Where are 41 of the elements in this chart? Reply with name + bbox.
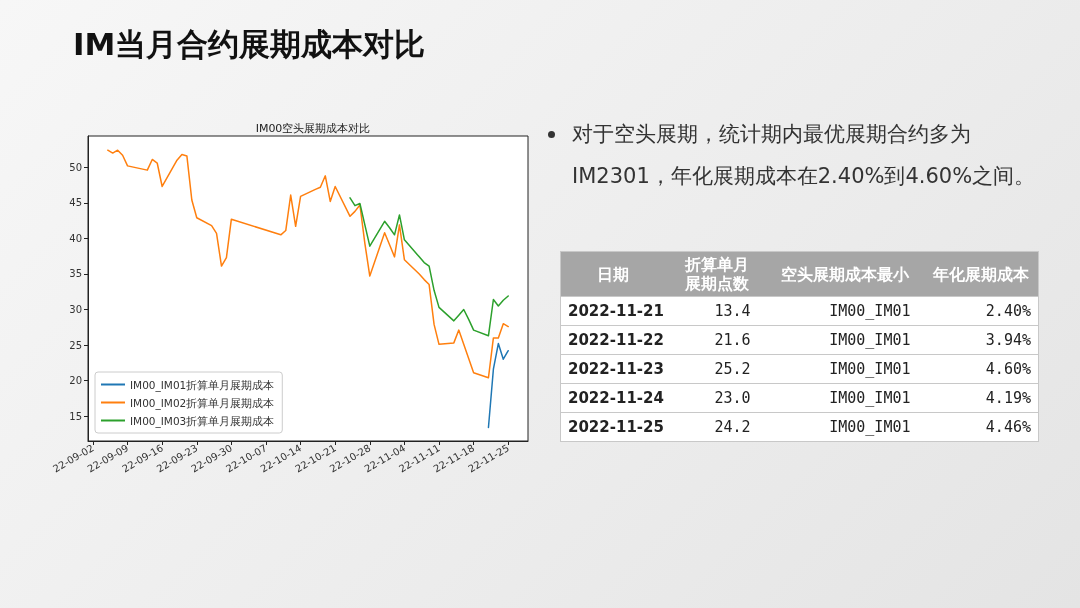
text: 21.6 bbox=[714, 331, 751, 349]
y-tick-label: 30 bbox=[69, 303, 82, 315]
y-tick-label: 15 bbox=[69, 410, 82, 422]
text: 4.46% bbox=[985, 418, 1031, 436]
text: 2022-11-23 bbox=[568, 360, 664, 378]
text: 对于空头展期，统计期内最优展期合约多为IM2301，年化展期成本在2.40%到4.60%之间。 bbox=[572, 121, 1037, 190]
text: 2022-11-21 bbox=[568, 302, 664, 320]
y-tick-label: 25 bbox=[69, 339, 82, 351]
text: IM00_IM01 bbox=[829, 389, 911, 407]
y-tick-label: 35 bbox=[69, 268, 82, 280]
legend-label: IM00_IM03折算单月展期成本 bbox=[130, 414, 275, 428]
y-tick-label: 50 bbox=[69, 161, 82, 173]
text: 2022-11-25 bbox=[568, 418, 664, 436]
line-series bbox=[487, 342, 509, 429]
text: IM00_IM01 bbox=[829, 418, 911, 436]
line-series bbox=[107, 149, 509, 379]
text: 2.40% bbox=[985, 302, 1031, 320]
y-tick-label: 40 bbox=[69, 232, 82, 244]
text: 3.94% bbox=[985, 331, 1031, 349]
text: 4.19% bbox=[985, 389, 1031, 407]
line-series bbox=[349, 197, 509, 337]
category-label: 日期 bbox=[560, 251, 666, 297]
legend-label: IM00_IM01折算单月展期成本 bbox=[130, 378, 275, 392]
text: 13.4 bbox=[714, 302, 751, 320]
text: 4.60% bbox=[985, 360, 1031, 378]
text: 23.0 bbox=[714, 389, 751, 407]
chart-title: IM00空头展期成本对比 bbox=[255, 122, 371, 135]
text: 25.2 bbox=[714, 360, 751, 378]
text: IM00_IM01 bbox=[829, 331, 911, 349]
category-label: 年化展期成本 bbox=[917, 251, 1039, 297]
text: 2022-11-24 bbox=[568, 389, 664, 407]
legend-label: IM00_IM02折算单月展期成本 bbox=[130, 396, 275, 410]
text: 24.2 bbox=[714, 418, 751, 436]
text: IM00_IM01 bbox=[829, 360, 911, 378]
category-label: 空头展期成本最小 bbox=[757, 251, 918, 297]
category-label: 折算单月展期点数 bbox=[665, 251, 758, 297]
y-tick-label: 45 bbox=[69, 197, 82, 209]
text: 2022-11-22 bbox=[568, 331, 664, 349]
y-tick-label: 20 bbox=[69, 375, 82, 387]
text: IM00_IM01 bbox=[829, 302, 911, 320]
text: IM当月合约展期成本对比 bbox=[73, 25, 426, 64]
